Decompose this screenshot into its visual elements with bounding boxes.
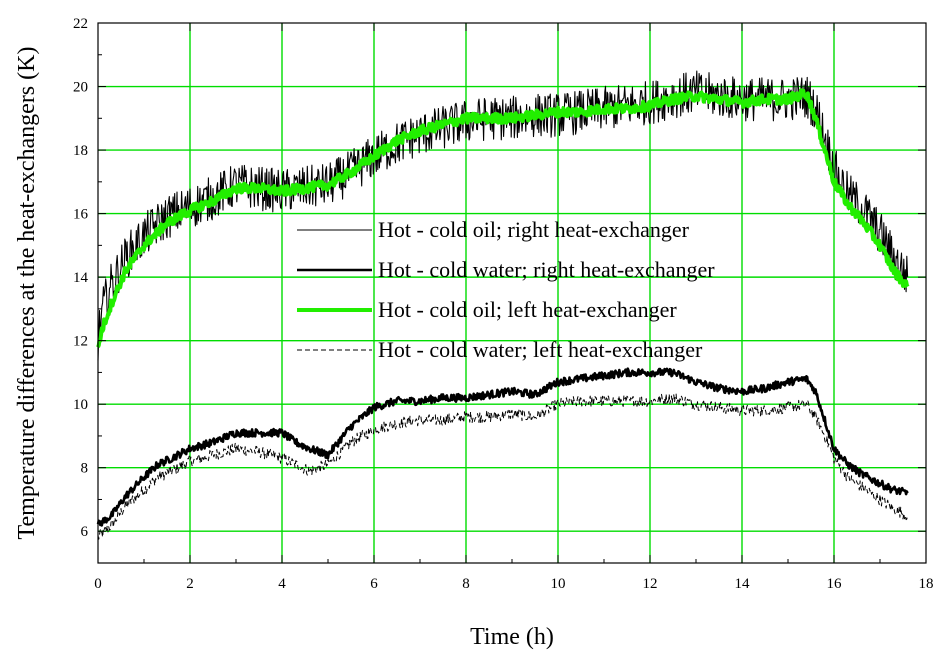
- y-tick-label: 8: [81, 461, 89, 477]
- x-tick-label: 12: [643, 576, 658, 592]
- y-tick-label: 6: [81, 524, 89, 540]
- x-tick-label: 4: [278, 576, 286, 592]
- series-line: [96, 88, 910, 348]
- x-tick-label: 18: [919, 576, 934, 592]
- legend-label: Hot - cold water; right heat-exchanger: [378, 257, 715, 282]
- y-tick-label: 14: [73, 270, 89, 286]
- y-tick-label: 12: [73, 334, 88, 350]
- y-tick-label: 18: [73, 143, 88, 159]
- y-tick-label: 20: [73, 80, 88, 96]
- y-tick-label: 10: [73, 397, 88, 413]
- x-tick-label: 10: [551, 576, 566, 592]
- series-line: [96, 367, 909, 527]
- y-tick-label: 16: [73, 207, 89, 223]
- x-tick-label: 14: [735, 576, 751, 592]
- legend-label: Hot - cold water; left heat-exchanger: [378, 337, 703, 362]
- series-line: [97, 393, 909, 540]
- y-axis-label: Temperature differences at the heat-exch…: [14, 47, 40, 540]
- legend: Hot - cold oil; right heat-exchanger Hot …: [297, 217, 715, 362]
- x-axis-label: Time (h): [470, 624, 554, 650]
- x-tick-label: 6: [370, 576, 378, 592]
- legend-label: Hot - cold oil; right heat-exchanger: [378, 217, 690, 242]
- y-tick-label: 22: [73, 16, 88, 32]
- legend-label: Hot - cold oil; left heat-exchanger: [378, 297, 677, 322]
- gridlines: [98, 23, 926, 563]
- series-layer: [96, 70, 910, 540]
- axis-ticks: 0 2 4 6 8 10 12 14 16 18 6 8 10 12 14 16 18 20 22: [73, 16, 934, 592]
- x-tick-label: 0: [94, 576, 102, 592]
- x-tick-label: 8: [462, 576, 470, 592]
- x-tick-label: 16: [827, 576, 843, 592]
- x-tick-label: 2: [186, 576, 194, 592]
